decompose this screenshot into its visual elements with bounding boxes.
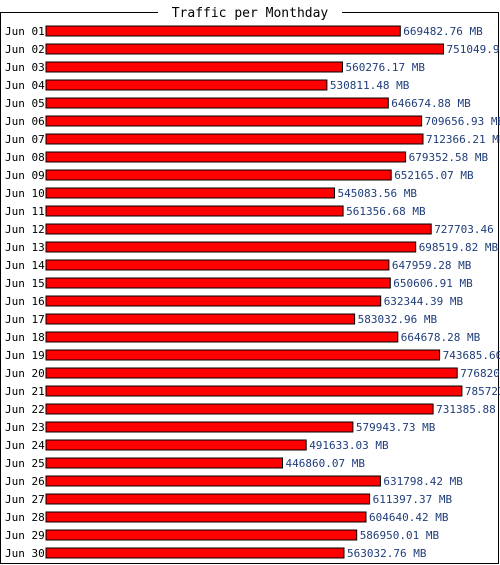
category-label: Jun 22 [5, 403, 45, 416]
category-label: Jun 07 [5, 133, 45, 146]
category-label: Jun 04 [5, 79, 45, 92]
bar [45, 457, 283, 469]
bar [45, 61, 343, 73]
bar [45, 331, 399, 343]
value-label: 709656.93 MB [425, 115, 500, 128]
category-label: Jun 14 [5, 259, 45, 272]
value-label: 712366.21 MB [426, 133, 500, 146]
category-label: Jun 10 [5, 187, 45, 200]
value-label: 647959.28 MB [392, 259, 472, 272]
category-label: Jun 21 [5, 385, 45, 398]
value-label: 679352.58 MB [409, 151, 489, 164]
category-label: Jun 25 [5, 457, 45, 470]
category-label: Jun 03 [5, 61, 45, 74]
value-label: 650606.91 MB [393, 277, 473, 290]
bar [45, 187, 335, 199]
bar [45, 151, 407, 163]
bar [45, 529, 358, 541]
value-label: 583032.96 MB [358, 313, 438, 326]
value-label: 563032.76 MB [347, 547, 427, 560]
bar [45, 439, 307, 451]
category-labels: Jun 01 Jun 02 Jun 03 Jun 04 Jun 05 Jun 06 Jun … [5, 25, 45, 560]
value-label: 561356.68 MB [346, 205, 426, 218]
bar [45, 403, 434, 415]
value-label: 698519.82 MB [419, 241, 499, 254]
value-label: 751049.90 MB [447, 43, 500, 56]
bar [45, 277, 391, 289]
value-label: 579943.73 MB [356, 421, 436, 434]
category-label: Jun 06 [5, 115, 45, 128]
value-label: 785723.96 MB [465, 385, 500, 398]
value-label: 604640.42 MB [369, 511, 449, 524]
bar [45, 313, 356, 325]
category-label: Jun 13 [5, 241, 45, 254]
value-label: 491633.03 MB [309, 439, 389, 452]
category-label: Jun 20 [5, 367, 45, 380]
bar [45, 133, 424, 145]
category-label: Jun 12 [5, 223, 45, 236]
bar [45, 115, 423, 127]
value-label: 611397.37 MB [373, 493, 453, 506]
category-label: Jun 17 [5, 313, 45, 326]
chart-title-backdrop [158, 4, 342, 22]
value-label: 560276.17 MB [346, 61, 426, 74]
value-label: 776820.48 MB [460, 367, 500, 380]
category-label: Jun 26 [5, 475, 45, 488]
category-label: Jun 08 [5, 151, 45, 164]
category-label: Jun 01 [5, 25, 45, 38]
category-label: Jun 11 [5, 205, 45, 218]
bar [45, 511, 367, 523]
category-label: Jun 05 [5, 97, 45, 110]
bar [45, 367, 458, 379]
category-label: Jun 30 [5, 547, 45, 560]
category-label: Jun 02 [5, 43, 45, 56]
bar [45, 421, 354, 433]
category-label: Jun 28 [5, 511, 45, 524]
bar [45, 205, 344, 217]
category-label: Jun 19 [5, 349, 45, 362]
category-label: Jun 16 [5, 295, 45, 308]
category-label: Jun 29 [5, 529, 45, 542]
value-label: 652165.07 MB [394, 169, 474, 182]
value-label: 631798.42 MB [383, 475, 463, 488]
bars [45, 25, 463, 559]
bar [45, 385, 463, 397]
bar [45, 223, 432, 235]
bar [45, 79, 328, 91]
value-labels: 669482.76 MB 751049.90 MB 560276.17 MB 5308… [286, 25, 500, 560]
bar [45, 259, 390, 271]
bar [45, 97, 389, 109]
value-label: 446860.07 MB [286, 457, 366, 470]
bar [45, 169, 392, 181]
category-label: Jun 15 [5, 277, 45, 290]
bar [45, 43, 444, 55]
value-label: 586950.01 MB [360, 529, 440, 542]
category-label: Jun 18 [5, 331, 45, 344]
value-label: 530811.48 MB [330, 79, 410, 92]
category-label: Jun 27 [5, 493, 45, 506]
bar [45, 241, 417, 253]
value-label: 632344.39 MB [384, 295, 464, 308]
value-label: 731385.88 MB [436, 403, 500, 416]
value-label: 545083.56 MB [338, 187, 418, 200]
category-label: Jun 23 [5, 421, 45, 434]
bar [45, 493, 371, 505]
value-label: 646674.88 MB [391, 97, 471, 110]
value-label: 664678.28 MB [401, 331, 481, 344]
bar [45, 25, 401, 37]
bar [45, 547, 345, 559]
bar [45, 349, 441, 361]
bar [45, 295, 382, 307]
value-label: 669482.76 MB [403, 25, 483, 38]
value-label: 743685.60 MB [443, 349, 500, 362]
category-label: Jun 09 [5, 169, 45, 182]
category-label: Jun 24 [5, 439, 45, 452]
chart-title: Traffic per Monthday [172, 6, 329, 21]
bar [45, 475, 381, 487]
value-label: 727703.46 MB [434, 223, 500, 236]
